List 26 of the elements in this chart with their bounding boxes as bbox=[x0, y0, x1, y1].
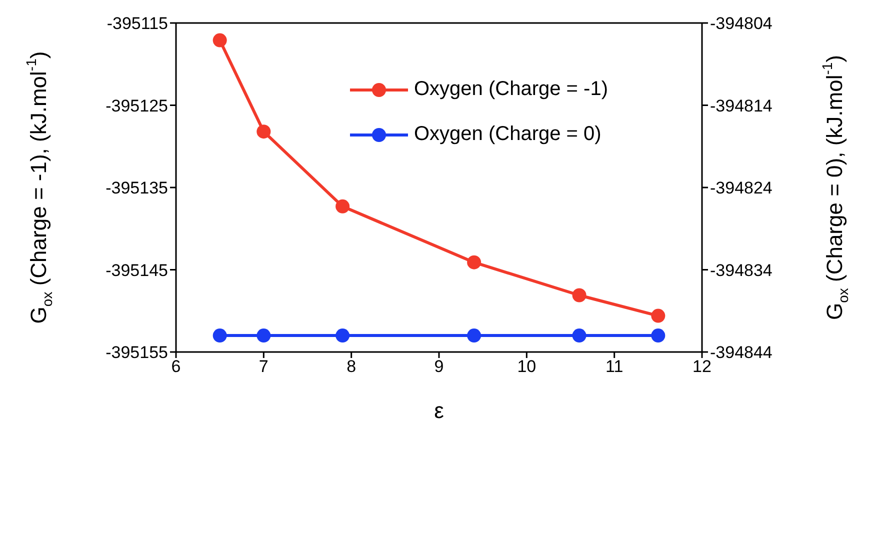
x-tick-label: 8 bbox=[346, 357, 356, 376]
point bbox=[651, 308, 666, 323]
legend-label: Oxygen (Charge = 0) bbox=[414, 123, 602, 146]
legend-label: Oxygen (Charge = -1) bbox=[414, 78, 608, 101]
x-axis-title: ε bbox=[434, 398, 444, 423]
point bbox=[336, 199, 350, 214]
y-tick-label: -395115 bbox=[106, 14, 168, 34]
y-tick-label: -395145 bbox=[106, 260, 168, 280]
x-tick-label: 9 bbox=[434, 357, 444, 376]
y2-tick-label: -394834 bbox=[710, 260, 772, 280]
y2-tick-label: -394844 bbox=[710, 343, 772, 362]
y-tick-label: -395125 bbox=[106, 96, 168, 116]
x-tick-label: 6 bbox=[171, 357, 181, 376]
x-tick-label: 10 bbox=[517, 357, 536, 376]
point bbox=[467, 255, 482, 270]
y2-tick-label: -394804 bbox=[710, 14, 772, 34]
y-tick-label: -395135 bbox=[106, 178, 168, 198]
y2-tick-label: -394824 bbox=[710, 178, 772, 198]
point bbox=[256, 124, 271, 139]
y-tick-label: -395155 bbox=[106, 343, 168, 362]
point bbox=[572, 288, 586, 302]
x-tick-label: 7 bbox=[258, 357, 268, 376]
x-tick-label: 11 bbox=[606, 357, 624, 376]
point bbox=[212, 33, 227, 48]
x-tick-label: 12 bbox=[692, 357, 712, 376]
y2-tick-label: -394814 bbox=[710, 96, 772, 116]
